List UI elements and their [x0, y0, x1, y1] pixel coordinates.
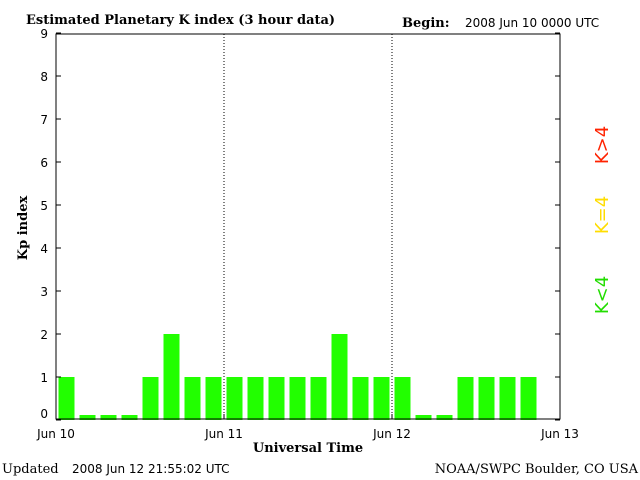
y-tick-label: 9 [40, 27, 48, 41]
bar [226, 377, 243, 420]
bar [499, 377, 516, 420]
begin-value: 2008 Jun 10 0000 UTC [465, 16, 599, 30]
y-tick-label: 3 [40, 285, 48, 299]
y-tick-label: 1 [40, 371, 48, 385]
begin-label: Begin: [402, 16, 450, 31]
x-tick-label: Jun 12 [372, 427, 411, 441]
x-axis-label: Universal Time [253, 441, 363, 456]
bar [247, 377, 264, 420]
bar [352, 377, 369, 420]
bar-zero [79, 415, 96, 420]
bar [457, 377, 474, 420]
updated-label: Updated [2, 462, 59, 477]
bar-zero [436, 415, 453, 420]
bar [373, 377, 390, 420]
bar [289, 377, 306, 420]
y-tick-label: 8 [40, 70, 48, 84]
bar [58, 377, 75, 420]
bar [520, 377, 537, 420]
bar [394, 377, 411, 420]
bar [331, 334, 348, 420]
y-tick-label: 6 [40, 156, 48, 170]
bar [205, 377, 222, 420]
updated-value: 2008 Jun 12 21:55:02 UTC [72, 462, 230, 476]
y-tick-label: 5 [40, 199, 48, 213]
legend-entry: K>4 [592, 126, 613, 164]
bar-zero [121, 415, 138, 420]
bar-zero [100, 415, 117, 420]
y-tick-label: 0 [40, 407, 48, 421]
bar [142, 377, 159, 420]
source-credit: NOAA/SWPC Boulder, CO USA [435, 462, 639, 477]
legend-entry: K=4 [592, 196, 613, 234]
y-tick-label: 4 [40, 242, 48, 256]
x-tick-label: Jun 11 [204, 427, 243, 441]
x-tick-label: Jun 10 [36, 427, 75, 441]
bar [478, 377, 495, 420]
y-tick-label: 2 [40, 328, 48, 342]
legend-entry: K<4 [592, 276, 613, 314]
bar-zero [415, 415, 432, 420]
bar [268, 377, 285, 420]
y-axis-label: Kp index [16, 196, 31, 261]
bar [310, 377, 327, 420]
x-tick-label: Jun 13 [540, 427, 579, 441]
bar [163, 334, 180, 420]
y-tick-label: 7 [40, 113, 48, 127]
bar [184, 377, 201, 420]
plot-frame [55, 33, 561, 420]
chart-title: Estimated Planetary K index (3 hour data… [26, 13, 335, 28]
